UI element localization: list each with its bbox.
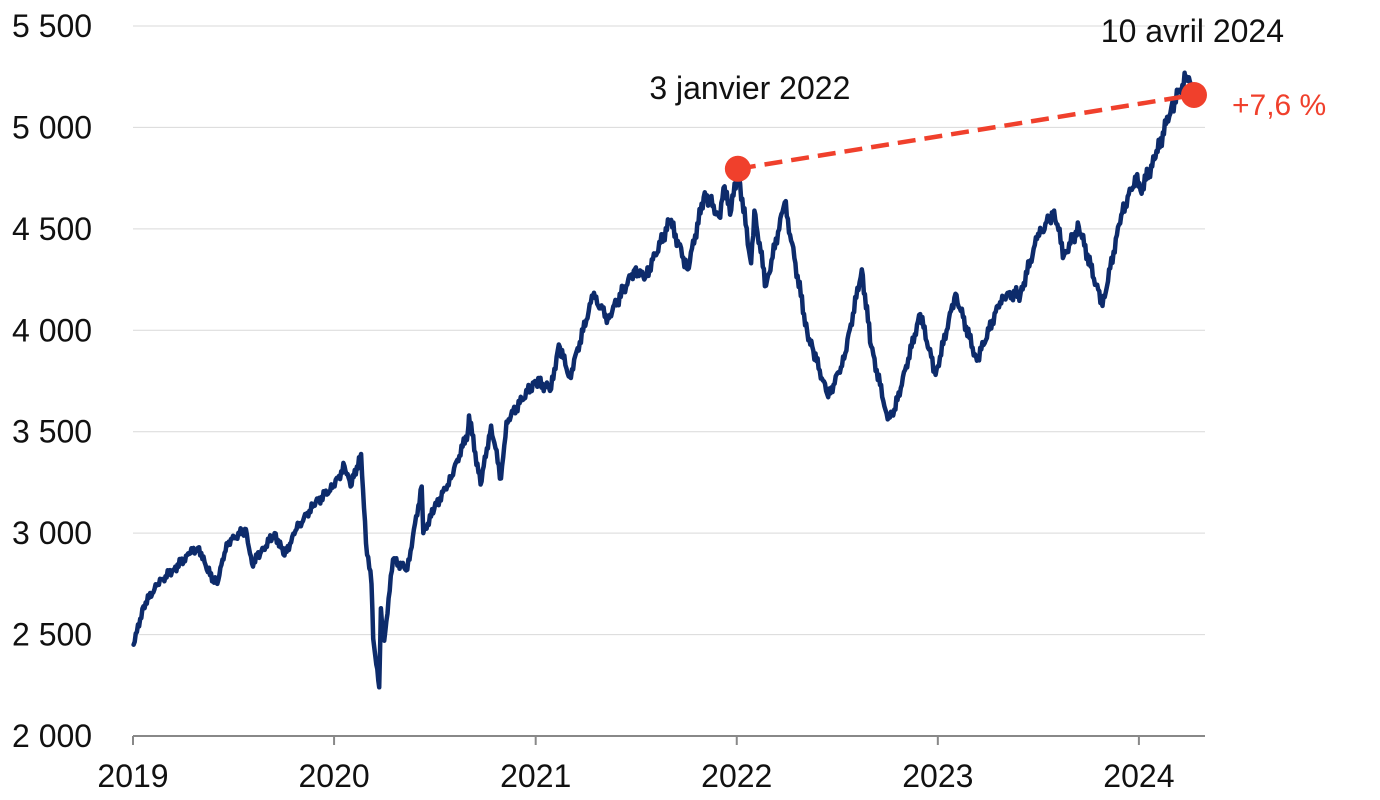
x-tick-label: 2021 bbox=[500, 758, 571, 794]
end-date-annotation: 10 avril 2024 bbox=[1101, 13, 1284, 49]
y-tick-label: 4 000 bbox=[12, 312, 92, 348]
series-line bbox=[131, 70, 1197, 690]
y-tick-label: 5 000 bbox=[12, 109, 92, 145]
x-tick-label: 2022 bbox=[701, 758, 772, 794]
series-layer bbox=[131, 70, 1197, 690]
change-dashed-line bbox=[737, 92, 1195, 172]
y-tick-label: 2 500 bbox=[12, 617, 92, 653]
y-tick-label: 5 500 bbox=[12, 8, 92, 44]
end-marker-point bbox=[1180, 81, 1207, 108]
y-tick-label: 4 500 bbox=[12, 211, 92, 247]
x-tick-label: 2020 bbox=[298, 758, 369, 794]
x-axis: 2019 2020 2021 2022 2023 2024 bbox=[97, 735, 1205, 794]
start-marker-point bbox=[724, 155, 751, 182]
start-date-annotation: 3 janvier 2022 bbox=[649, 70, 850, 106]
x-tick-label: 2019 bbox=[97, 758, 168, 794]
y-tick-label: 3 500 bbox=[12, 414, 92, 450]
highlight-layer: 3 janvier 2022 10 avril 2024 +7,6 % bbox=[649, 13, 1326, 182]
x-tick-label: 2024 bbox=[1103, 758, 1174, 794]
percent-change-label: +7,6 % bbox=[1232, 89, 1326, 122]
y-tick-label: 3 000 bbox=[12, 515, 92, 551]
y-tick-label: 2 000 bbox=[12, 718, 92, 754]
y-axis-tick-labels: 2 000 2 500 3 000 3 500 4 000 4 500 5 000 5 500 bbox=[12, 8, 92, 754]
x-tick-label: 2023 bbox=[902, 758, 973, 794]
